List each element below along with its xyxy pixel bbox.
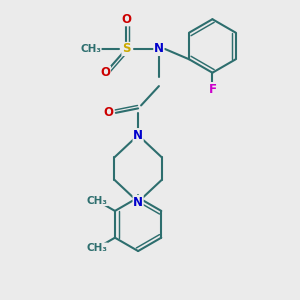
Text: O: O <box>100 66 110 79</box>
Text: O: O <box>103 106 113 119</box>
Text: O: O <box>121 13 131 26</box>
Text: F: F <box>208 82 216 96</box>
Text: N: N <box>133 129 143 142</box>
Text: N: N <box>154 42 164 56</box>
Text: S: S <box>122 42 130 56</box>
Text: CH₃: CH₃ <box>86 196 107 206</box>
Text: CH₃: CH₃ <box>86 243 107 253</box>
Text: N: N <box>133 196 143 208</box>
Text: CH₃: CH₃ <box>80 44 101 54</box>
